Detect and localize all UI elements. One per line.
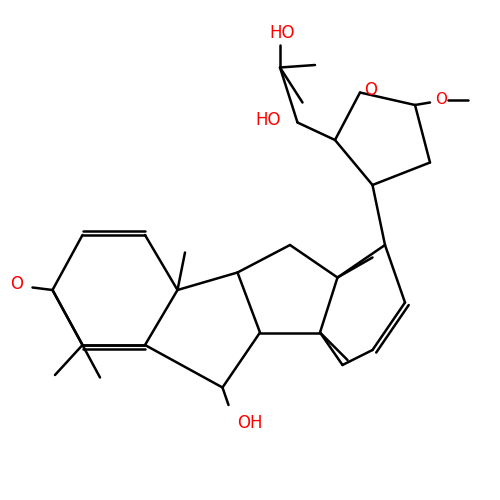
Text: OH: OH [238, 414, 263, 432]
Text: O: O [10, 275, 23, 293]
Text: HO: HO [256, 111, 281, 129]
Text: HO: HO [270, 24, 295, 42]
Text: O: O [364, 81, 378, 99]
Text: O: O [435, 92, 447, 108]
